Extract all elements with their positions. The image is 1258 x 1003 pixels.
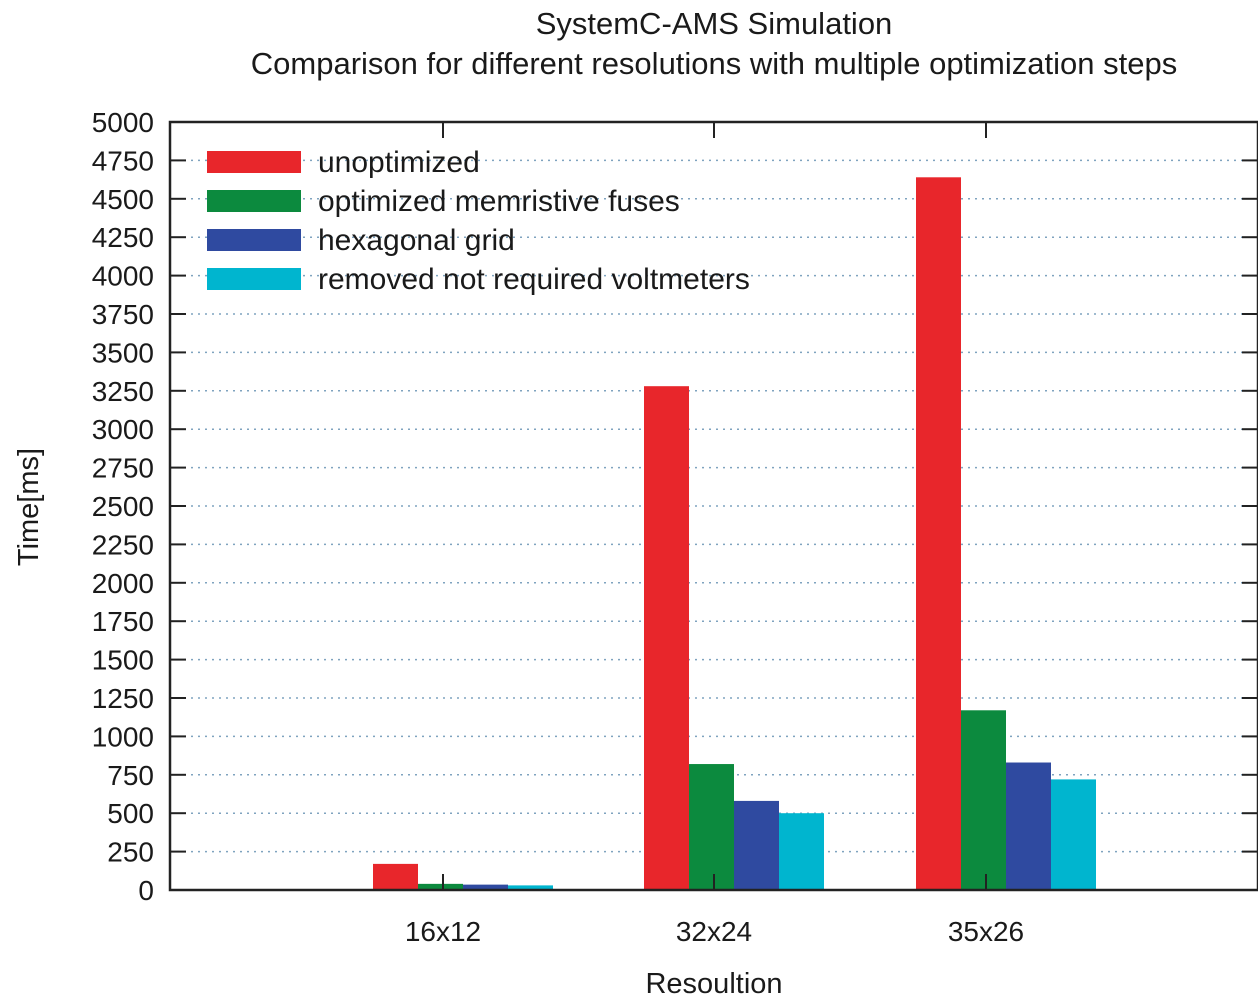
bar-optimized-memristive-fuses-35x26	[961, 710, 1006, 890]
chart-title: SystemC-AMS Simulation	[536, 6, 893, 41]
y-tick-label: 3750	[92, 299, 154, 330]
legend: unoptimized optimized memristive fuses hex…	[207, 146, 750, 296]
y-tick-label: 1000	[92, 721, 154, 752]
legend-label: removed not required voltmeters	[318, 263, 750, 296]
bar-hexagonal-grid-16x12	[463, 884, 508, 890]
bar-removed-not-required-voltmeters-32x24	[779, 813, 824, 890]
y-tick-label: 750	[107, 760, 154, 791]
y-tick-label: 2000	[92, 568, 154, 599]
y-tick-label: 4500	[92, 184, 154, 215]
bar-unoptimized-35x26	[916, 177, 961, 890]
y-tick-label: 2250	[92, 529, 154, 560]
x-axis-ticks: 16x12 32x24 35x26	[405, 122, 1024, 947]
x-tick-label: 32x24	[676, 916, 752, 947]
x-tick-label: 35x26	[948, 916, 1024, 947]
bars	[373, 177, 1096, 890]
y-tick-label: 4750	[92, 145, 154, 176]
y-tick-label: 2750	[92, 453, 154, 484]
y-tick-label: 1750	[92, 606, 154, 637]
bar-optimized-memristive-fuses-16x12	[418, 883, 463, 890]
y-tick-label: 2500	[92, 491, 154, 522]
legend-swatch	[207, 268, 301, 290]
bar-optimized-memristive-fuses-32x24	[689, 764, 734, 890]
legend-label: unoptimized	[318, 146, 480, 179]
legend-swatch	[207, 151, 301, 173]
x-axis-title: Resoultion	[645, 968, 782, 1000]
y-axis-ticks: 0 250 500 750 1000 1250 1500 1750 2000 2250 2500 27…	[92, 107, 1258, 906]
y-tick-label: 3250	[92, 376, 154, 407]
y-tick-label: 3000	[92, 414, 154, 445]
legend-label: optimized memristive fuses	[318, 185, 680, 218]
legend-label: hexagonal grid	[318, 224, 515, 257]
y-tick-label: 4000	[92, 261, 154, 292]
legend-swatch	[207, 190, 301, 212]
bar-unoptimized-32x24	[644, 386, 689, 890]
y-tick-label: 500	[107, 798, 154, 829]
chart-subtitle: Comparison for different resolutions wit…	[251, 46, 1177, 81]
y-tick-label: 1250	[92, 683, 154, 714]
y-tick-label: 4250	[92, 222, 154, 253]
y-tick-label: 0	[138, 875, 154, 906]
bar-hexagonal-grid-32x24	[734, 800, 779, 890]
y-tick-label: 250	[107, 837, 154, 868]
y-tick-label: 5000	[92, 107, 154, 138]
y-tick-label: 1500	[92, 645, 154, 676]
bar-removed-not-required-voltmeters-16x12	[508, 885, 553, 890]
x-tick-label: 16x12	[405, 916, 481, 947]
bar-hexagonal-grid-35x26	[1006, 762, 1051, 890]
bar-removed-not-required-voltmeters-35x26	[1051, 779, 1096, 890]
bar-unoptimized-16x12	[373, 863, 418, 890]
y-tick-label: 3500	[92, 337, 154, 368]
legend-swatch	[207, 229, 301, 251]
y-axis-title: Time[ms]	[13, 448, 45, 566]
